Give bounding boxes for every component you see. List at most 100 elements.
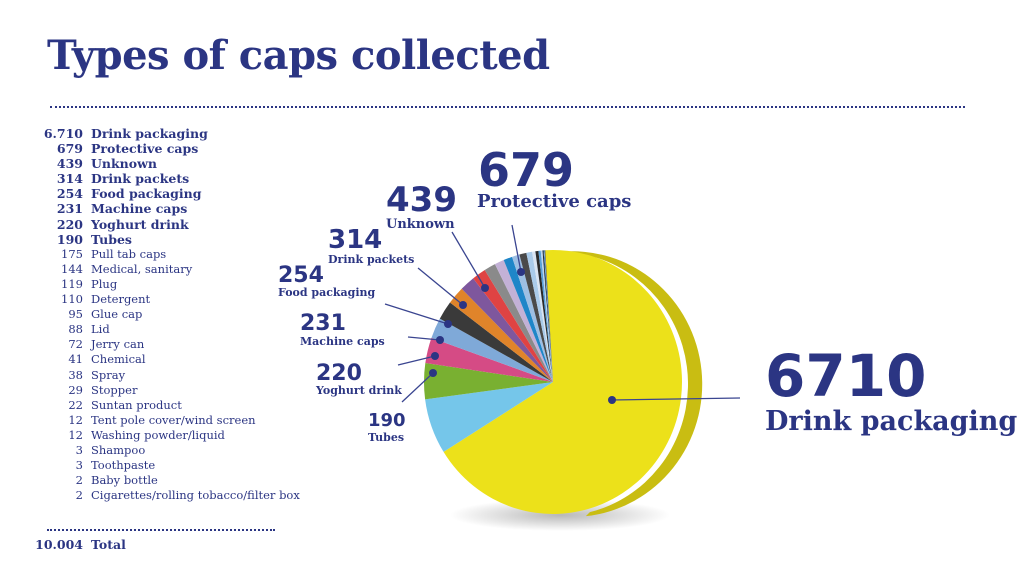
total-divider xyxy=(47,529,275,531)
legend-value: 220 xyxy=(56,216,83,232)
legend-value: 41 xyxy=(68,352,83,367)
legend-item: 314 Drink packets xyxy=(30,171,300,186)
pie-slice-suntan-product xyxy=(540,250,553,382)
legend-value: 144 xyxy=(61,261,83,276)
legend-item: 2 Baby bottle xyxy=(30,473,300,488)
pie-slice-baby-bottle xyxy=(544,250,553,382)
legend-item: 29 Stopper xyxy=(30,383,300,398)
legend-label: Glue cap xyxy=(91,307,143,322)
legend-label: Shampoo xyxy=(91,442,146,457)
pie-slice-cigarettes-rolling-tobacco-filter-box xyxy=(545,250,553,382)
pie-slice-yoghurt-drink xyxy=(449,288,553,382)
pie-slice-food-packaging xyxy=(431,318,553,382)
callout-label: Protective caps xyxy=(477,191,631,212)
legend-value: 314 xyxy=(56,171,83,187)
callout-value: 314 xyxy=(328,225,382,255)
legend: 6.710 Drink packaging 679 Protective caps 43… xyxy=(30,126,300,503)
legend-item: 254 Food packaging xyxy=(30,186,300,201)
legend-item: 38 Spray xyxy=(30,368,300,383)
callout-dot xyxy=(481,284,489,292)
legend-label: Suntan product xyxy=(91,397,182,412)
legend-label: Drink packets xyxy=(91,171,190,187)
callout-label: Machine caps xyxy=(300,335,385,348)
pie-slice-tubes xyxy=(461,278,553,382)
legend-label: Machine caps xyxy=(91,201,188,217)
legend-label: Spray xyxy=(91,367,126,382)
legend-value: 95 xyxy=(68,307,83,322)
legend-label: Unknown xyxy=(91,156,157,172)
legend-value: 190 xyxy=(56,231,83,247)
legend-label: Plug xyxy=(91,276,118,291)
legend-item: 12 Tent pole cover/wind screen xyxy=(30,413,300,428)
legend-value: 679 xyxy=(56,141,83,157)
legend-label: Tubes xyxy=(91,231,132,247)
legend-item: 679 Protective caps xyxy=(30,141,300,156)
callout-dot xyxy=(431,352,439,360)
legend-value: 119 xyxy=(61,276,83,291)
pie-slice-glue-cap xyxy=(512,254,553,382)
legend-item: 41 Chemical xyxy=(30,352,300,367)
legend-item: 22 Suntan product xyxy=(30,398,300,413)
legend-value: 3 xyxy=(75,458,83,473)
legend-label: Detergent xyxy=(91,292,151,307)
legend-item: 3 Toothpaste xyxy=(30,458,300,473)
legend-value: 231 xyxy=(56,201,83,217)
legend-value: 254 xyxy=(56,186,83,202)
legend-label: Cigarettes/rolling tobacco/filter box xyxy=(91,488,300,503)
callout-leader-line xyxy=(451,231,486,289)
legend-label: Pull tab caps xyxy=(91,246,167,261)
callout-leader-line xyxy=(611,397,741,401)
pie-slice-stopper xyxy=(538,250,553,382)
legend-item: 6.710 Drink packaging xyxy=(30,126,300,141)
legend-label: Tent pole cover/wind screen xyxy=(91,412,256,427)
legend-item: 2 Cigarettes/rolling tobacco/filter box xyxy=(30,488,300,503)
title-divider xyxy=(50,106,965,108)
legend-value: 2 xyxy=(75,473,83,488)
callout-value: 190 xyxy=(368,410,406,431)
pie-slice-lid xyxy=(519,252,553,382)
callout-leader-line xyxy=(407,336,441,341)
legend-label: Yoghurt drink xyxy=(91,216,189,232)
legend-value: 88 xyxy=(68,322,83,337)
pie-slice-machine-caps xyxy=(439,302,553,382)
pie-slice-jerry-can xyxy=(526,251,553,382)
legend-value: 22 xyxy=(68,397,83,412)
callout-label: Drink packets xyxy=(328,253,414,266)
legend-item: 12 Washing powder/liquid xyxy=(30,428,300,443)
legend-value: 3 xyxy=(75,442,83,457)
pie-slice-medical-sanitary xyxy=(484,264,553,382)
pie-slice-pull-tab-caps xyxy=(473,269,553,382)
legend-label: Jerry can xyxy=(91,337,145,352)
callout-value: 679 xyxy=(478,143,574,197)
legend-item: 220 Yoghurt drink xyxy=(30,217,300,232)
legend-item: 95 Glue cap xyxy=(30,307,300,322)
callout-value: 231 xyxy=(300,311,346,336)
total-value: 10.004 xyxy=(35,537,83,552)
legend-item: 144 Medical, sanitary xyxy=(30,262,300,277)
pie-slice-toothpaste xyxy=(544,250,553,382)
callout-leader-line xyxy=(397,355,436,366)
legend-value: 12 xyxy=(68,412,83,427)
callout-label: Yoghurt drink xyxy=(315,384,402,397)
callout-leader-line xyxy=(417,267,464,306)
legend-label: Washing powder/liquid xyxy=(91,427,225,442)
legend-item: 110 Detergent xyxy=(30,292,300,307)
pie-slice-protective-caps xyxy=(425,382,553,452)
callout-value: 220 xyxy=(316,361,362,386)
legend-value: 175 xyxy=(61,246,83,261)
legend-value: 29 xyxy=(68,382,83,397)
legend-total: 10.004 Total xyxy=(30,537,126,552)
callout-value: 254 xyxy=(278,263,324,288)
legend-value: 38 xyxy=(68,367,83,382)
pie-slice-unknown xyxy=(424,363,553,400)
total-label: Total xyxy=(91,537,126,552)
callout-dot xyxy=(608,396,616,404)
legend-value: 12 xyxy=(68,427,83,442)
legend-item: 439 Unknown xyxy=(30,156,300,171)
legend-label: Chemical xyxy=(91,352,146,367)
callout-dot xyxy=(429,369,437,377)
callout-dot xyxy=(444,320,452,328)
legend-value: 110 xyxy=(61,292,83,307)
callout-label: Food packaging xyxy=(278,286,376,299)
pie-slice-tent-pole-cover-wind-screen xyxy=(542,250,553,382)
